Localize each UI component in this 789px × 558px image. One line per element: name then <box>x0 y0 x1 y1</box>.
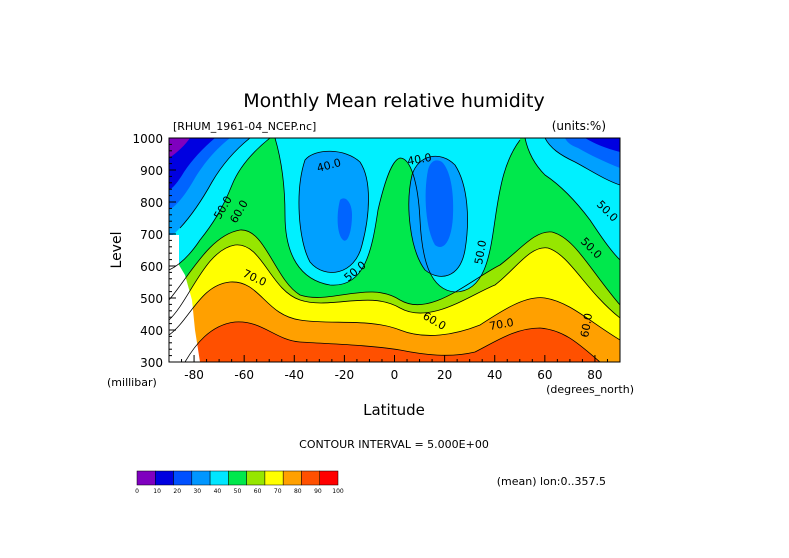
x-axis: -80 -60 -40 -20 0 20 40 60 80 <box>168 355 621 382</box>
colorbar-swatch <box>155 470 174 486</box>
band-purple-sp <box>169 138 190 158</box>
x-tick-label: -80 <box>184 368 204 382</box>
colorbar-tick-label: 30 <box>193 488 201 495</box>
colorbar-swatch <box>319 470 339 486</box>
source-file-label: [RHUM_1961-04_NCEP.nc] <box>173 120 316 133</box>
band-mid-blue-sh <box>337 198 352 241</box>
x-tick-label: -20 <box>335 368 355 382</box>
contour-line <box>169 244 620 321</box>
contour-line <box>184 321 601 362</box>
chart-title: Monthly Mean relative humidity <box>243 90 545 112</box>
colorbar-tick-label: 70 <box>274 488 282 495</box>
colorbar-tick-label: 90 <box>314 488 322 495</box>
x-tick-label: 0 <box>391 368 399 382</box>
colorbar-swatch <box>282 470 302 486</box>
contour-line <box>274 138 521 293</box>
contour-interval: CONTOUR INTERVAL = 5.000E+00 <box>299 438 489 451</box>
y-tick-label: 600 <box>140 260 163 274</box>
colorbar-swatch <box>209 470 229 486</box>
contour-label: 70.0 <box>488 316 514 333</box>
x-tick-label: 20 <box>437 368 452 382</box>
contour-label: 40.0 <box>406 151 432 168</box>
colorbar: 0 10 20 30 40 50 60 70 80 90 100 <box>135 470 344 495</box>
y-tick-label: 700 <box>140 228 163 242</box>
colorbar-tick-label: 0 <box>135 488 139 495</box>
colorbar-swatch <box>136 470 156 486</box>
units-label: (units:%) <box>552 119 606 133</box>
band-mid-blue-nh <box>425 160 454 247</box>
x-tick-label: 80 <box>587 368 602 382</box>
contour-line <box>298 150 369 273</box>
colorbar-swatch <box>246 470 266 486</box>
colorbar-tick-label: 100 <box>332 488 344 495</box>
colorbar-swatch <box>191 470 211 486</box>
contour-lines <box>169 138 620 362</box>
x-axis-label: Latitude <box>363 401 425 419</box>
orography-mask <box>169 235 200 362</box>
colorbar-swatch <box>228 470 247 486</box>
x-tick-label: -60 <box>234 368 254 382</box>
contour-field: 40.0 40.0 50.0 60.0 50.0 70.0 50.0 60.0 … <box>169 138 620 362</box>
y-axis-units: (millibar) <box>107 376 157 389</box>
contour-label: 60.0 <box>578 312 595 338</box>
colorbar-swatch <box>173 470 193 486</box>
y-tick-label: 300 <box>140 356 163 370</box>
colorbar-swatch <box>301 470 320 486</box>
colorbar-tick-label: 60 <box>254 488 262 495</box>
band-light-blue-sh <box>298 151 369 273</box>
colorbar-tick-label: 80 <box>294 488 302 495</box>
x-tick-label: -40 <box>284 368 304 382</box>
contour-line <box>169 138 271 271</box>
contour-line <box>524 138 620 261</box>
y-axis-label: Level <box>109 232 125 269</box>
y-axis: 300 400 500 600 700 800 900 1000 <box>132 132 176 370</box>
band-red-orange <box>185 321 600 362</box>
band-blue-sp <box>169 138 215 190</box>
colorbar-tick-label: 50 <box>234 488 242 495</box>
contour-line <box>408 156 468 277</box>
band-blue-np <box>585 138 620 152</box>
colorbar-tick-label: 40 <box>214 488 222 495</box>
contour-line <box>544 138 620 186</box>
colorbar-swatch <box>264 470 284 486</box>
y-tick-label: 400 <box>140 324 163 338</box>
y-tick-label: 500 <box>140 292 163 306</box>
x-tick-label: 40 <box>487 368 502 382</box>
contour-line <box>169 281 620 341</box>
y-tick-label: 900 <box>140 164 163 178</box>
x-axis-units: (degrees_north) <box>546 383 634 396</box>
colorbar-tick-label: 20 <box>173 488 181 495</box>
contour-line <box>179 138 251 229</box>
contour-label: 50.0 <box>472 239 489 265</box>
contour-line <box>169 229 620 306</box>
colorbar-tick-label: 10 <box>153 488 161 495</box>
y-tick-label: 1000 <box>132 132 163 146</box>
x-tick-label: 60 <box>537 368 552 382</box>
y-tick-label: 800 <box>140 196 163 210</box>
contour-label: 40.0 <box>315 156 342 175</box>
footer-mean-lon: (mean) lon:0..357.5 <box>497 475 606 488</box>
